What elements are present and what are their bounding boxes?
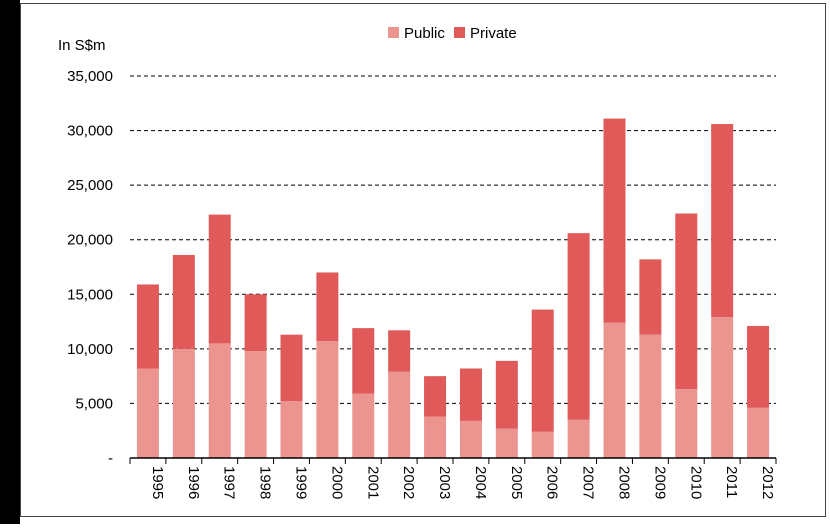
y-tick-label: - <box>108 450 113 467</box>
y-tick-label: 20,000 <box>67 232 113 249</box>
bar-private-1998 <box>244 294 267 352</box>
y-tick-label: 5,000 <box>75 395 113 412</box>
bar-private-1997 <box>208 214 231 344</box>
x-axis <box>129 457 777 464</box>
bar-private-2005 <box>495 360 518 429</box>
x-tick-label: 2000 <box>328 466 345 499</box>
bar-public-2010 <box>675 389 698 458</box>
bar-public-2000 <box>316 341 339 458</box>
bar-public-1996 <box>172 348 195 458</box>
bar-private-1995 <box>136 284 159 369</box>
legend-swatch-public <box>388 27 399 38</box>
x-tick-label: 2010 <box>687 466 704 499</box>
bar-public-1995 <box>136 368 159 458</box>
y-tick-label: 25,000 <box>67 177 113 194</box>
bar-private-2000 <box>316 272 339 342</box>
bar-public-2009 <box>639 334 662 458</box>
x-tick-labels: 1995 1996 1997 1998 1999 2000 2001 2002 2003 2004… <box>149 466 776 499</box>
x-tick-label: 2006 <box>544 466 561 499</box>
legend-swatch-private <box>454 27 465 38</box>
x-tick-label: 1995 <box>149 466 166 499</box>
chart-border <box>20 3 826 517</box>
bar-private-2002 <box>388 330 411 372</box>
x-tick-label: 1997 <box>221 466 238 499</box>
bar-public-2005 <box>495 428 518 458</box>
gridlines <box>130 75 776 404</box>
bar-private-2010 <box>675 213 698 390</box>
bar-public-1997 <box>208 343 231 458</box>
legend-label-private: Private <box>470 25 517 42</box>
bar-public-2001 <box>352 393 375 458</box>
legend: Public Private <box>388 25 517 42</box>
bar-public-2011 <box>711 317 734 458</box>
bar-private-2007 <box>567 233 590 420</box>
x-tick-label: 1998 <box>257 466 274 499</box>
x-tick-label: 1999 <box>293 466 310 499</box>
bar-private-1996 <box>172 254 195 349</box>
x-tick-label: 2002 <box>400 466 417 499</box>
bar-public-2002 <box>388 371 411 458</box>
bar-private-2003 <box>424 376 447 417</box>
y-axis-label: In S$m <box>58 37 106 54</box>
x-tick-label: 2007 <box>580 466 597 499</box>
y-tick-label: 10,000 <box>67 341 113 358</box>
y-tick-label: 15,000 <box>67 286 113 303</box>
bar-private-2004 <box>459 368 482 421</box>
bar-private-2012 <box>747 325 770 408</box>
bar-public-2008 <box>603 322 626 458</box>
x-tick-label: 2001 <box>364 466 381 499</box>
x-tick-label: 2009 <box>651 466 668 499</box>
bar-public-2003 <box>424 416 447 458</box>
bar-private-2006 <box>531 309 554 432</box>
left-black-band <box>0 0 20 524</box>
bar-private-2011 <box>711 124 734 318</box>
bars <box>136 118 770 458</box>
bar-public-2007 <box>567 419 590 458</box>
y-tick-label: 35,000 <box>67 68 113 85</box>
legend-label-public: Public <box>404 25 445 42</box>
bar-private-2009 <box>639 259 662 335</box>
x-tick-label: 2005 <box>508 466 525 499</box>
bar-public-2012 <box>747 407 770 458</box>
bar-public-2004 <box>459 420 482 458</box>
bar-public-1999 <box>280 401 303 458</box>
bar-public-1998 <box>244 351 267 458</box>
x-tick-label: 2008 <box>616 466 633 499</box>
bar-public-2006 <box>531 431 554 458</box>
bar-private-2008 <box>603 118 626 323</box>
x-tick-label: 2011 <box>723 466 740 498</box>
y-tick-labels: - 5,000 10,000 15,000 20,000 25,000 30,000 35,0… <box>67 68 113 467</box>
y-tick-label: 30,000 <box>67 123 113 140</box>
x-tick-label: 1996 <box>185 466 202 499</box>
x-tick-label: 2004 <box>472 466 489 499</box>
x-tick-label: 2003 <box>436 466 453 499</box>
bar-private-2001 <box>352 328 375 394</box>
bar-private-1999 <box>280 334 303 402</box>
x-tick-label: 2012 <box>759 466 776 499</box>
